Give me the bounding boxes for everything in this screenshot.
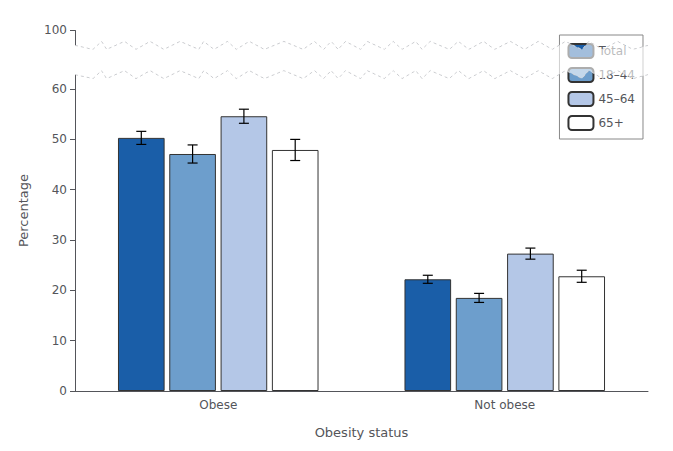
svg-text:Not obese: Not obese [474, 398, 535, 412]
svg-text:Percentage: Percentage [16, 174, 31, 247]
svg-text:45–64: 45–64 [598, 92, 635, 106]
svg-text:Obese: Obese [199, 398, 237, 412]
svg-text:100: 100 [44, 23, 67, 37]
svg-text:Obesity status: Obesity status [315, 425, 409, 440]
svg-text:0: 0 [59, 384, 67, 398]
svg-text:65+: 65+ [598, 116, 623, 130]
svg-text:30: 30 [52, 233, 67, 247]
svg-text:40: 40 [52, 183, 67, 197]
svg-text:10: 10 [52, 334, 67, 348]
svg-text:20: 20 [52, 283, 67, 297]
svg-text:50: 50 [52, 132, 67, 146]
svg-text:60: 60 [52, 82, 67, 96]
